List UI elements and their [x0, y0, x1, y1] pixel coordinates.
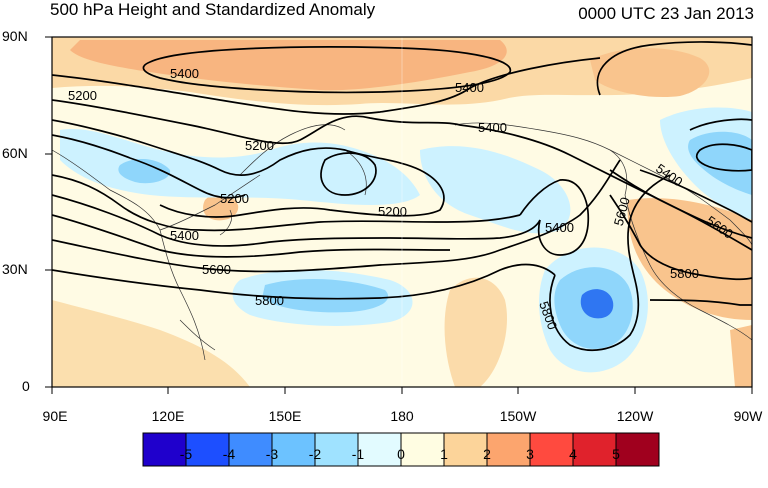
contour-label: 5400	[170, 66, 199, 81]
contour-label: 5200	[220, 191, 249, 206]
colorbar-label: 4	[569, 446, 577, 462]
y-label-60n: 60N	[2, 145, 28, 161]
plot-area: 5400 5400 5400 5200 5200 5200 5200 5400 …	[52, 37, 752, 387]
anomaly-positive-east-edge	[730, 325, 752, 387]
colorbar	[142, 432, 660, 467]
y-label-30n: 30N	[2, 261, 28, 277]
colorbar-swatch	[615, 432, 660, 467]
anomaly-positive-arctic-strong	[70, 40, 507, 91]
contour-label: 5600	[611, 196, 633, 228]
colorbar-swatch	[486, 432, 531, 467]
colorbar-label: 0	[397, 446, 405, 462]
colorbar-swatch	[400, 432, 445, 467]
colorbar-swatch	[357, 432, 402, 467]
contour-label: 5400	[545, 220, 574, 235]
contour-label: 5400	[478, 120, 507, 135]
anomaly-positive-tropics-west	[52, 300, 250, 387]
anomaly-positive-central-pacific	[444, 277, 508, 387]
height-contours	[52, 41, 752, 352]
anomaly-negative-cutoff-core	[580, 289, 614, 319]
x-label-180: 180	[390, 408, 414, 424]
contour-label: 5800	[255, 293, 284, 308]
map-title: 500 hPa Height and Standardized Anomaly	[50, 0, 376, 19]
contour-label: 5400	[170, 228, 199, 243]
x-label-150e: 150E	[268, 408, 302, 424]
contour-label: 5200	[245, 138, 274, 153]
colorbar-label: 1	[440, 446, 448, 462]
x-label-90e: 90E	[42, 408, 68, 424]
colorbar-label: -5	[179, 446, 193, 462]
valid-time: 0000 UTC 23 Jan 2013	[578, 4, 754, 23]
x-label-150w: 150W	[499, 408, 537, 424]
colorbar-label: 2	[483, 446, 491, 462]
x-label-120w: 120W	[616, 408, 654, 424]
anomaly-negative-siberia-core	[118, 158, 171, 184]
coastlines	[52, 122, 752, 361]
anomaly-negative-north-pacific	[420, 146, 571, 234]
colorbar-swatch	[572, 432, 617, 467]
colorbar-label: -3	[265, 446, 279, 462]
anomaly-positive-japan	[203, 193, 239, 221]
colorbar-label: 3	[526, 446, 534, 462]
contour-label: 5600	[202, 262, 231, 277]
colorbar-label: -2	[308, 446, 322, 462]
colorbar-label: -4	[222, 446, 236, 462]
colorbar-swatch	[529, 432, 574, 467]
contour-label: 5200	[378, 204, 407, 219]
colorbar-label: -1	[351, 446, 365, 462]
colorbar-swatch	[228, 432, 273, 467]
contour-label: 5400	[455, 80, 484, 95]
colorbar-swatch	[185, 432, 230, 467]
contour-label: 5200	[68, 88, 97, 103]
x-label-90w: 90W	[733, 408, 763, 424]
axis-ticks	[45, 36, 753, 394]
contour-label: 5800	[670, 266, 699, 281]
colorbar-swatch	[443, 432, 488, 467]
y-label-90n: 90N	[2, 28, 28, 44]
colorbar-label: 5	[612, 446, 620, 462]
y-label-0: 0	[22, 378, 30, 394]
anomaly-positive-alaska	[590, 48, 710, 98]
anomaly-negative-subtropical-mid	[262, 278, 389, 313]
x-label-120e: 120E	[151, 408, 185, 424]
